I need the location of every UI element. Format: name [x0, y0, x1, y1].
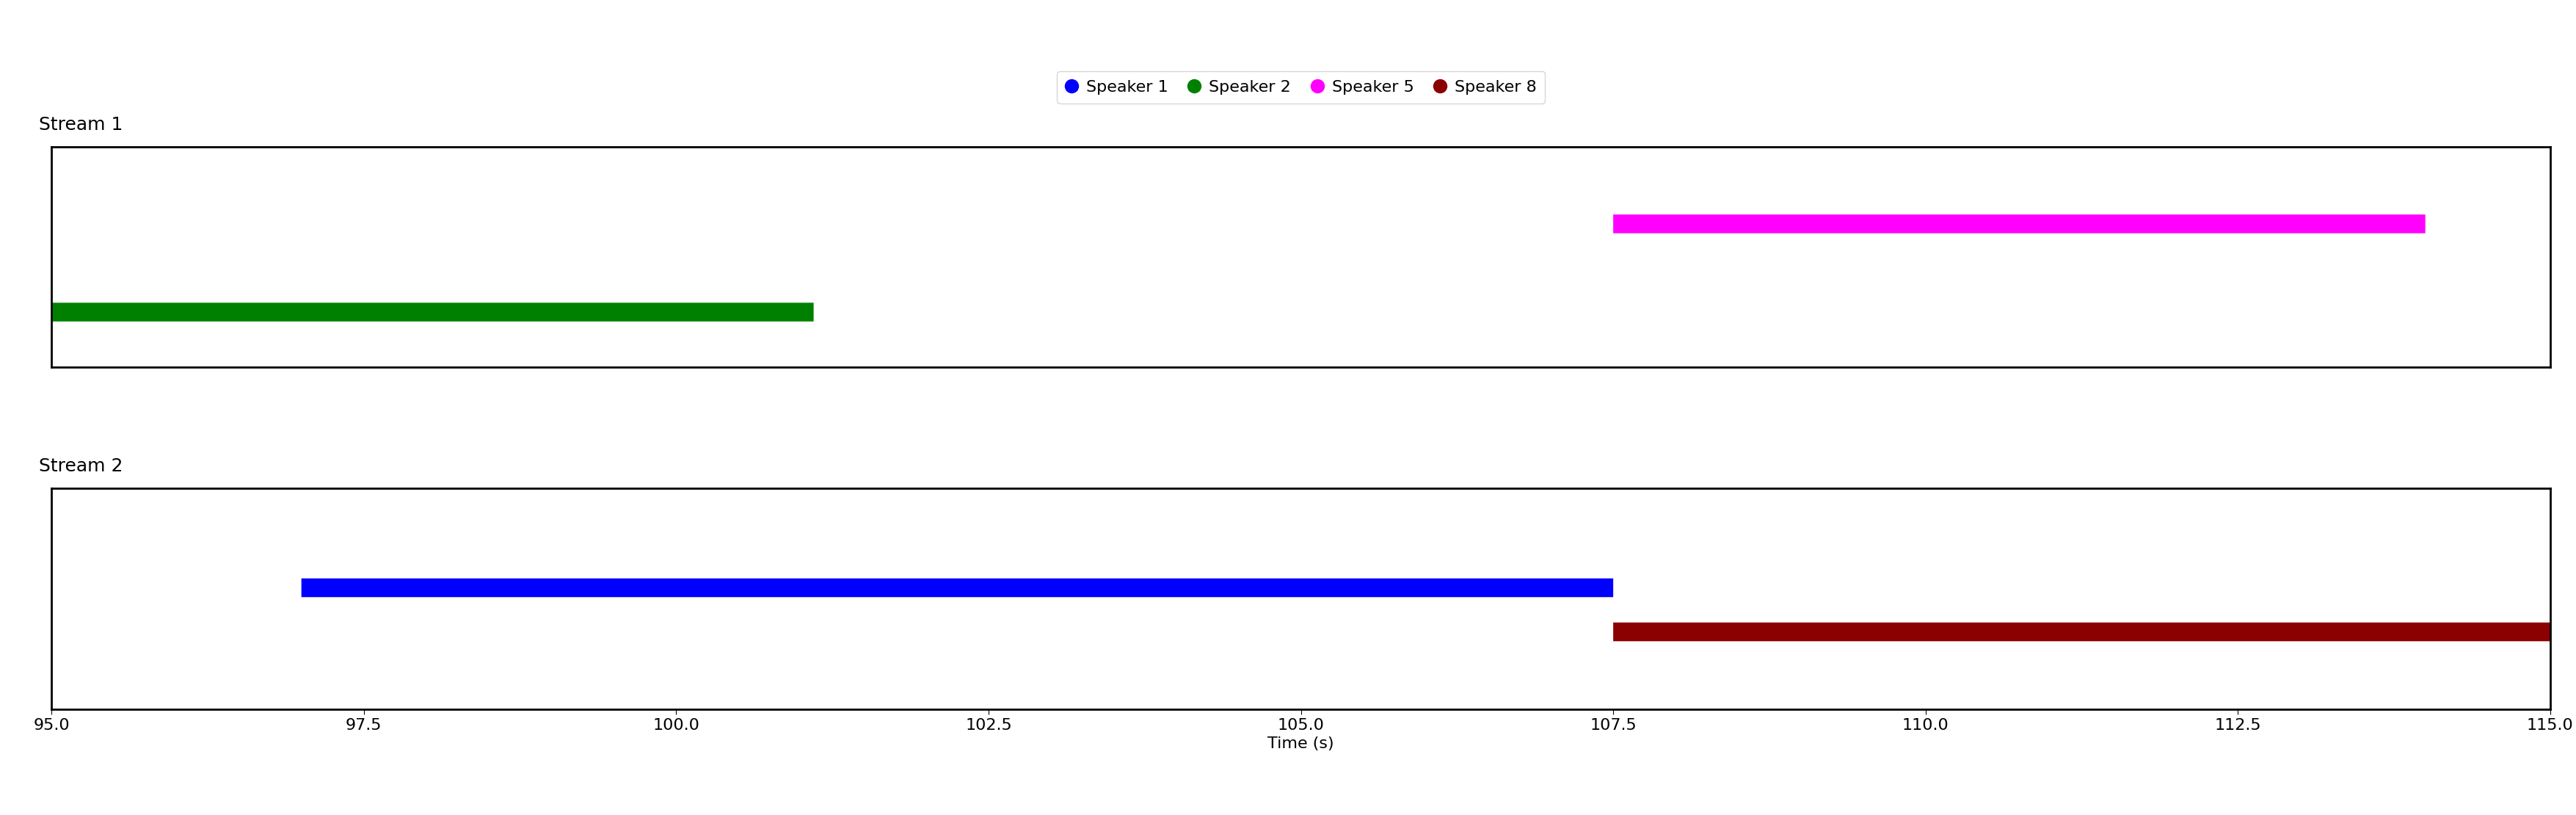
X-axis label: Time (s): Time (s) [1267, 737, 1334, 751]
FancyBboxPatch shape [301, 579, 1613, 597]
Legend: Speaker 1, Speaker 2, Speaker 5, Speaker 8: Speaker 1, Speaker 2, Speaker 5, Speaker… [1056, 71, 1546, 104]
Text: Stream 2: Stream 2 [39, 458, 124, 475]
FancyBboxPatch shape [52, 302, 814, 321]
FancyBboxPatch shape [1613, 623, 2550, 641]
FancyBboxPatch shape [1613, 214, 2427, 233]
Text: Stream 1: Stream 1 [39, 116, 124, 134]
